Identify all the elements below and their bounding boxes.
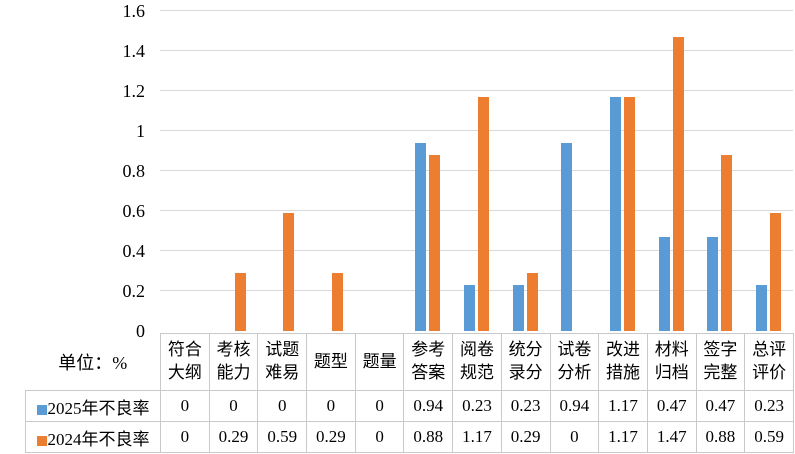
y-tick-label: 0.8	[122, 161, 146, 181]
value-cell-2024年不良率-考核能力: 0.29	[208, 421, 259, 453]
gridline	[160, 290, 793, 291]
bar-2024年不良率-统分录分	[526, 273, 538, 331]
unit-label: 单位：%	[58, 352, 128, 373]
value-cell-2024年不良率-改进措施: 1.17	[598, 421, 648, 453]
category-header-题量: 题量	[354, 333, 405, 391]
bar-2025年不良率-改进措施	[610, 97, 622, 331]
value-cell-2025年不良率-题型: 0	[306, 390, 356, 422]
value-cell-2024年不良率-统分录分: 0.29	[500, 421, 551, 453]
legend-swatch	[36, 404, 47, 415]
value-cell-2024年不良率-题型: 0.29	[306, 421, 356, 453]
value-cell-2025年不良率-试题难易: 0	[257, 390, 308, 422]
y-tick-label: 0	[136, 321, 145, 341]
value-cell-2025年不良率-材料归档: 0.47	[646, 390, 697, 422]
legend-cell-2025年不良率: 2025年不良率	[25, 390, 161, 422]
bar-2024年不良率-参考答案	[429, 155, 441, 331]
value-cell-2025年不良率-阅卷规范: 0.23	[452, 390, 502, 422]
y-tick-label: 0.4	[122, 241, 146, 261]
category-header-试卷分析: 试卷 分析	[549, 333, 600, 391]
category-header-材料归档: 材料 归档	[646, 333, 697, 391]
gridline	[160, 210, 793, 211]
y-tick-label: 0.6	[122, 201, 146, 221]
bar-2024年不良率-试题难易	[283, 213, 295, 331]
value-cell-2024年不良率-题量: 0	[354, 421, 405, 453]
value-cell-2024年不良率-阅卷规范: 1.17	[452, 421, 502, 453]
category-header-改进措施: 改进 措施	[598, 333, 648, 391]
category-header-统分录分: 统分 录分	[500, 333, 551, 391]
value-cell-2025年不良率-参考答案: 0.94	[403, 390, 454, 422]
bar-2025年不良率-材料归档	[658, 237, 670, 331]
bar-2024年不良率-阅卷规范	[478, 97, 489, 331]
gridline	[160, 50, 793, 51]
category-header-阅卷规范: 阅卷 规范	[452, 333, 502, 391]
legend-swatch	[36, 435, 47, 446]
table-row-2024年不良率: 2024年不良率 0 0.29 0.59 0.29 0 0.88 1.17 0.29 0 1.17 1…	[25, 421, 794, 453]
y-tick-label: 0.2	[122, 281, 146, 301]
y-tick-label: 1.2	[122, 81, 146, 101]
bar-2024年不良率-考核能力	[234, 273, 246, 331]
bar-2025年不良率-试卷分析	[561, 143, 573, 331]
series-name: 2024年不良率	[47, 429, 150, 449]
plot-area	[160, 10, 793, 331]
bar-2025年不良率-参考答案	[415, 143, 427, 331]
bar-2025年不良率-阅卷规范	[464, 285, 475, 331]
category-header-题型: 题型	[306, 333, 356, 391]
y-tick-label: 1	[136, 121, 145, 141]
bar-2024年不良率-题型	[331, 273, 343, 331]
y-tick-label: 1.6	[122, 1, 146, 21]
value-cell-2024年不良率-总评评价: 0.59	[744, 421, 794, 453]
table-row-2025年不良率: 2025年不良率 0 0 0 0 0 0.94 0.23 0.23 0.94 1.17 0.47 0.4…	[25, 390, 794, 422]
value-cell-2025年不良率-题量: 0	[354, 390, 405, 422]
legend-cell-2024年不良率: 2024年不良率	[25, 421, 161, 453]
gridline	[160, 170, 793, 171]
category-header-考核能力: 考核 能力	[208, 333, 259, 391]
value-cell-2024年不良率-参考答案: 0.88	[403, 421, 454, 453]
y-axis: 0 0.2 0.4 0.6 0.8 1 1.2 1.4 1.6	[0, 1, 146, 341]
gridline	[160, 250, 793, 251]
value-cell-2025年不良率-考核能力: 0	[208, 390, 259, 422]
bar-2025年不良率-统分录分	[512, 285, 524, 331]
category-header-参考答案: 参考 答案	[403, 333, 454, 391]
gridline	[160, 10, 793, 11]
value-cell-2025年不良率-符合大纲: 0	[160, 390, 210, 422]
category-header-试题难易: 试题 难易	[257, 333, 308, 391]
value-cell-2025年不良率-试卷分析: 0.94	[549, 390, 600, 422]
value-cell-2024年不良率-材料归档: 1.47	[646, 421, 697, 453]
value-cell-2024年不良率-签字完整: 0.88	[695, 421, 746, 453]
bar-2024年不良率-改进措施	[624, 97, 636, 331]
bar-2024年不良率-材料归档	[672, 37, 684, 331]
y-tick-label: 1.4	[122, 41, 146, 61]
value-cell-2024年不良率-试题难易: 0.59	[257, 421, 308, 453]
gridline	[160, 90, 793, 91]
category-header-符合大纲: 符合 大纲	[160, 333, 210, 391]
bar-2024年不良率-总评评价	[770, 213, 782, 331]
value-cell-2025年不良率-统分录分: 0.23	[500, 390, 551, 422]
category-header-签字完整: 签字 完整	[695, 333, 746, 391]
bar-2024年不良率-签字完整	[721, 155, 733, 331]
bar-2025年不良率-签字完整	[707, 237, 719, 331]
value-cell-2025年不良率-改进措施: 1.17	[598, 390, 648, 422]
bar-2025年不良率-总评评价	[756, 285, 768, 331]
category-header-总评评价: 总评 评价	[744, 333, 794, 391]
value-cell-2024年不良率-试卷分析: 0	[549, 421, 600, 453]
gridline	[160, 130, 793, 131]
value-cell-2024年不良率-符合大纲: 0	[160, 421, 210, 453]
data-table: 单位：% 符合 大纲 考核 能力 试题 难易 题型 题量 参考 答案 阅卷 规范 统分 录分 试卷…	[25, 333, 794, 453]
value-cell-2025年不良率-总评评价: 0.23	[744, 390, 794, 422]
value-cell-2025年不良率-签字完整: 0.47	[695, 390, 746, 422]
series-name: 2025年不良率	[47, 398, 150, 418]
